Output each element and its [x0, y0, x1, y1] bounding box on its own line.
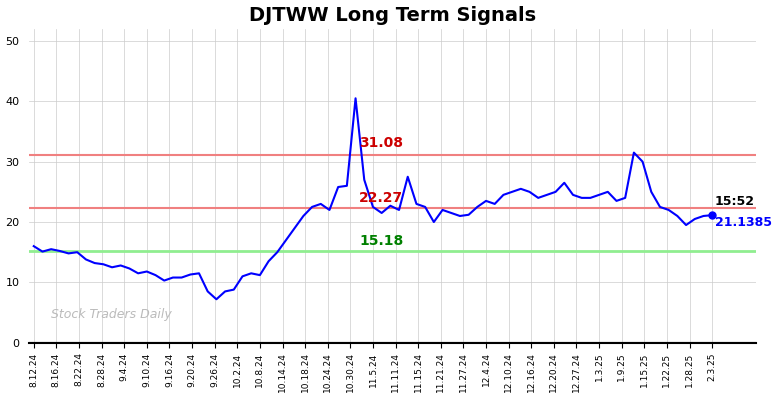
Text: 15:52: 15:52 [715, 195, 755, 208]
Text: Stock Traders Daily: Stock Traders Daily [51, 308, 172, 321]
Text: 15.18: 15.18 [359, 234, 403, 248]
Title: DJTWW Long Term Signals: DJTWW Long Term Signals [249, 6, 536, 25]
Text: 21.1385: 21.1385 [715, 217, 771, 229]
Text: 22.27: 22.27 [359, 191, 403, 205]
Text: 31.08: 31.08 [359, 137, 403, 150]
